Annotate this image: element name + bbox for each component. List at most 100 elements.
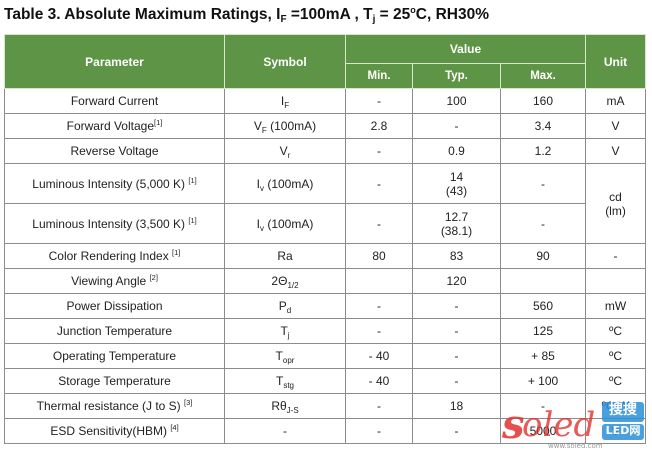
- max-value: -: [541, 176, 545, 191]
- table-row: Luminous Intensity (3,500 K) [1] Iv (100m…: [4, 203, 646, 244]
- unit-value: mA: [606, 94, 625, 108]
- cell-unit: cd (lm): [585, 163, 647, 244]
- cell-symbol: VF (100mA): [224, 113, 346, 139]
- symbol-main: -: [283, 424, 287, 438]
- parameter-label: Storage Temperature: [58, 374, 171, 388]
- min-value: 2.8: [370, 119, 388, 133]
- cell-max: + 100: [499, 368, 587, 394]
- table-row: Operating Temperature Topr - 40 - + 85 ºC: [4, 343, 647, 369]
- cell-typ: 100: [412, 88, 501, 114]
- parameter-label: Forward Current: [70, 94, 159, 108]
- cell-typ: -: [412, 343, 501, 369]
- parameter-label: Thermal resistance (J to S): [36, 399, 185, 413]
- cell-min: -: [345, 88, 413, 114]
- cell-parameter: Luminous Intensity (5,000 K) [1]: [4, 163, 225, 204]
- symbol-subscript: v: [259, 223, 264, 233]
- typ-value: 0.9: [448, 144, 465, 158]
- max-value: 560: [532, 299, 554, 313]
- unit-value: mW: [604, 299, 627, 313]
- min-value: -: [377, 399, 381, 413]
- max-value: + 100: [527, 374, 559, 388]
- cell-typ: 14 (43): [412, 163, 501, 204]
- max-value: + 85: [531, 349, 555, 363]
- symbol-suffix: (100mA): [263, 216, 314, 231]
- table-title: Table 3. Absolute Maximum Ratings, IF =1…: [4, 5, 489, 25]
- svg-text:s: s: [501, 401, 525, 448]
- min-value: -: [377, 94, 381, 108]
- cell-max: 3.4: [499, 113, 587, 139]
- cell-parameter: Forward Current: [4, 88, 225, 114]
- table-row: ESD Sensitivity(HBM) [4]---5000V: [4, 418, 647, 444]
- typ-value: -: [454, 119, 459, 133]
- cell-symbol: IF: [224, 88, 346, 114]
- symbol-subscript: d: [286, 306, 292, 315]
- typ-value: -: [454, 374, 459, 388]
- symbol-main: 2Θ: [271, 274, 288, 288]
- watermark-url: www.soled.com: [548, 442, 603, 450]
- table-row: Junction Temperature Tj - - 125 ºC: [4, 318, 647, 344]
- table-row: Viewing Angle [2] 2Θ1/2 120: [4, 268, 647, 294]
- symbol-main: I: [256, 176, 260, 191]
- cell-max: 160: [499, 88, 587, 114]
- typ-value: 14: [449, 169, 464, 184]
- header-unit: Unit: [585, 34, 647, 89]
- header-parameter: Parameter: [4, 34, 225, 89]
- parameter-label: Color Rendering Index: [48, 249, 173, 263]
- table-row: Thermal resistance (J to S) [3] RθJ-S -18-…: [4, 393, 647, 419]
- cell-symbol: Topr: [224, 343, 346, 369]
- cell-parameter: Luminous Intensity (3,500 K) [1]: [4, 203, 225, 244]
- table-row: Luminous Intensity (5,000 K) [1] Iv (100m…: [4, 163, 647, 244]
- cell-min: 2.8: [345, 113, 413, 139]
- symbol-main: V: [279, 144, 288, 158]
- max-value: 3.4: [534, 119, 552, 133]
- symbol-main: I: [256, 216, 260, 231]
- footnote-ref: [2]: [149, 273, 158, 282]
- table-row: Storage Temperature Tstg - 40 - + 100 ºC: [4, 368, 647, 394]
- cell-parameter: Storage Temperature: [4, 368, 225, 394]
- table-row: Forward Current IF - 100 160 mA: [4, 88, 647, 114]
- cell-min: - 40: [345, 343, 413, 369]
- cell-parameter: Reverse Voltage: [4, 138, 225, 164]
- parameter-label: Luminous Intensity (5,000 K): [32, 176, 189, 191]
- cell-unit: -: [585, 243, 647, 269]
- cell-max: 5000: [499, 418, 587, 444]
- cell-symbol: Iv (100mA): [224, 163, 346, 204]
- cell-typ: 12.7 (38.1): [412, 203, 501, 244]
- cell-parameter: ESD Sensitivity(HBM) [4]: [4, 418, 225, 444]
- cell-max: 1.2: [499, 138, 587, 164]
- cell-min: -: [345, 293, 413, 319]
- cell-max: -: [499, 163, 587, 204]
- cell-symbol: Tj: [224, 318, 346, 344]
- cell-parameter: Forward Voltage[1]: [4, 113, 225, 139]
- cell-typ: 0.9: [412, 138, 501, 164]
- cell-parameter: Thermal resistance (J to S) [3]: [4, 393, 225, 419]
- max-value: -: [541, 216, 545, 231]
- table-row: Forward Voltage[1] VF (100mA) 2.8 - 3.4 V: [4, 113, 647, 139]
- cell-max: -: [499, 393, 587, 419]
- parameter-label: Luminous Intensity (3,500 K): [32, 216, 189, 231]
- header-typ: Typ.: [412, 63, 501, 89]
- unit-value-secondary: (lm): [605, 203, 626, 218]
- footnote-ref: [4]: [170, 423, 179, 432]
- symbol-main: P: [278, 299, 287, 313]
- cell-parameter: Power Dissipation: [4, 293, 225, 319]
- max-value: 160: [532, 94, 554, 108]
- cell-symbol: Vr: [224, 138, 346, 164]
- header-max: Max.: [499, 63, 587, 89]
- cell-max: -: [499, 203, 587, 244]
- cell-min: -: [345, 138, 413, 164]
- cell-typ: 18: [412, 393, 501, 419]
- symbol-main: V: [253, 119, 262, 133]
- min-value: -: [377, 216, 381, 231]
- cell-symbol: Pd: [224, 293, 346, 319]
- cell-symbol: Tstg: [224, 368, 346, 394]
- cell-symbol: Ra: [224, 243, 346, 269]
- parameter-label: Viewing Angle: [71, 274, 150, 288]
- cell-unit: V: [585, 113, 647, 139]
- typ-value: -: [454, 324, 459, 338]
- max-value: -: [541, 399, 545, 413]
- unit-value: ºC: [608, 324, 623, 338]
- parameter-label: Reverse Voltage: [70, 144, 159, 158]
- cell-unit: ºC: [585, 318, 647, 344]
- header-symbol: Symbol: [224, 34, 346, 89]
